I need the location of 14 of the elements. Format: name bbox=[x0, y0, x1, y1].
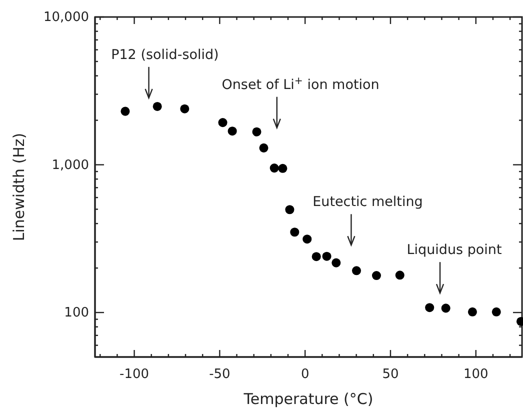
x-tick-label: 50 bbox=[382, 367, 399, 382]
x-tick-label: 100 bbox=[463, 367, 488, 382]
y-tick-label: 1,000 bbox=[52, 158, 89, 173]
x-tick-label: 0 bbox=[300, 367, 310, 382]
x-tick-label: -100 bbox=[120, 367, 150, 382]
annotation: Eutectic melting bbox=[312, 194, 423, 210]
annotation: P12 (solid-solid) bbox=[111, 46, 219, 63]
annotation: Onset of Li$^{+}$ ion motion bbox=[222, 75, 380, 93]
x-axis-title: Temperature (°C) bbox=[242, 390, 374, 408]
y-axis-title: Linewidth (Hz) bbox=[10, 132, 28, 242]
y-tick-label: 100 bbox=[64, 306, 89, 321]
annotation: Liquidus point bbox=[406, 242, 502, 258]
y-tick-label: 10,000 bbox=[44, 10, 89, 26]
x-tick-label: -50 bbox=[209, 367, 230, 382]
